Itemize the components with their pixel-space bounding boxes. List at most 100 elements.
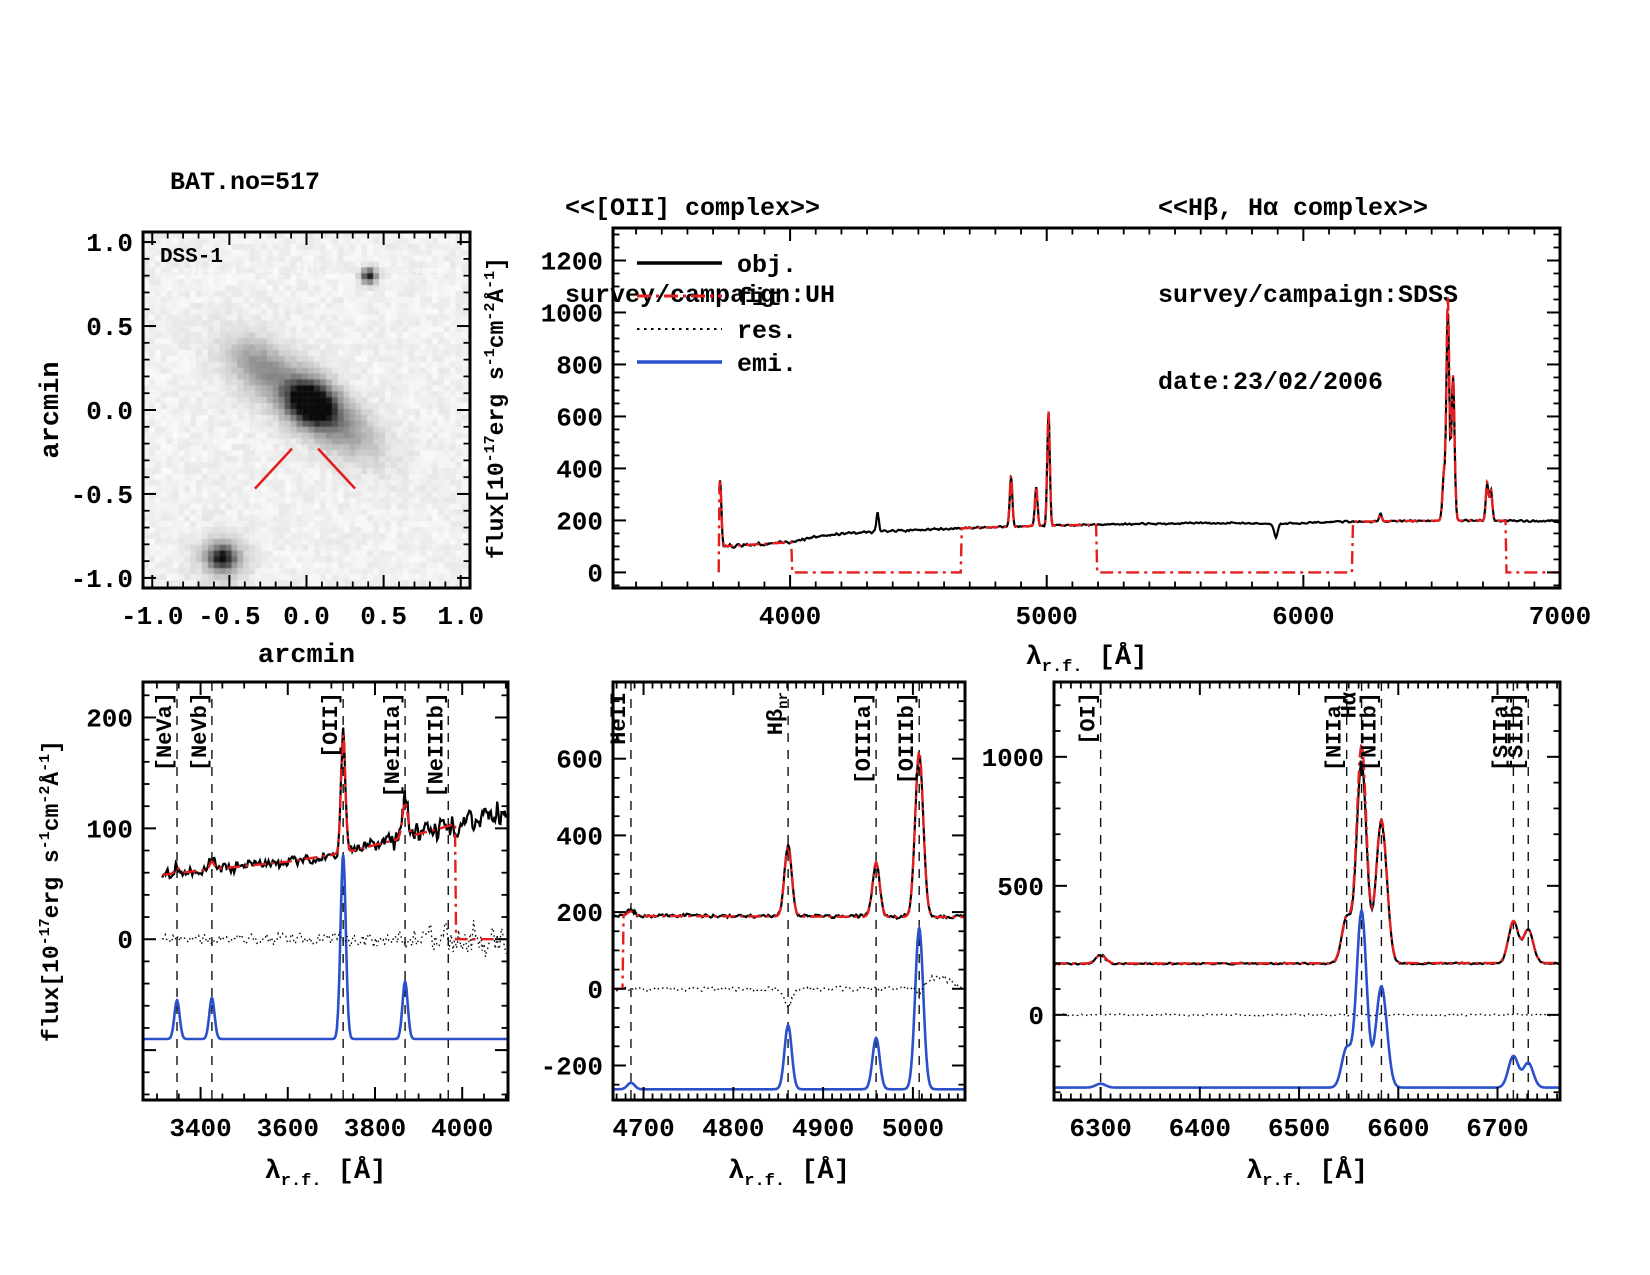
y-tick-label: 0 — [587, 559, 603, 589]
hbeta-complex-frame — [611, 680, 967, 1102]
tspan: [NeVb] — [188, 692, 213, 771]
x-tick-label: 6600 — [1367, 1114, 1429, 1144]
hbeta-complex-ticks: 4700 4800 4900 5000 -200 0 200 400 600 — [541, 681, 965, 1144]
dss-survey-tag: DSS-1 — [160, 246, 223, 269]
y-tick-label: 400 — [556, 822, 603, 852]
line-id-label-[SIIb]: [SIIb] — [1504, 692, 1529, 771]
x-tick-label: 4000 — [759, 602, 821, 632]
tspan: [SIIb] — [1504, 692, 1529, 771]
x-tick-label: 4700 — [612, 1114, 674, 1144]
tspan: cm — [39, 804, 65, 832]
x-tick-label: 6000 — [1272, 602, 1334, 632]
res-curve — [161, 920, 507, 958]
x-tick-label: 0.5 — [360, 602, 407, 632]
y-tick-label: 0 — [1028, 1002, 1044, 1032]
tspan: [Å] — [1083, 641, 1148, 673]
x-tick-label: 0.0 — [283, 602, 330, 632]
legend-label-emi.: emi. — [737, 350, 797, 379]
line-id-label-[SIIa]: [SIIa] — [1489, 692, 1514, 771]
tspan: -2 — [37, 786, 54, 804]
legend-label-fit: fit — [737, 284, 782, 313]
y-tick-label: 200 — [556, 899, 603, 929]
tspan: -1 — [482, 348, 499, 366]
y-tick-label: 800 — [556, 351, 603, 381]
y-tick-label: 0 — [587, 976, 603, 1006]
x-tick-label: -1.0 — [121, 602, 183, 632]
x-axis-label-lambda: λr.f. [Å] — [728, 1155, 850, 1191]
tspan: r.f. — [281, 1172, 322, 1191]
x-axis-label-arcmin: arcmin — [258, 641, 355, 671]
tspan: -2 — [482, 303, 499, 321]
tspan: Å — [38, 772, 65, 786]
y-axis-label-flux: flux[10-17erg s-1cm-2Å-1] — [482, 257, 510, 559]
full-spectrum-plot-area — [717, 296, 1560, 574]
tspan: Hβ — [764, 709, 789, 735]
x-axis-label-lambda: λr.f. [Å] — [265, 1155, 387, 1191]
tspan: [Å] — [1303, 1155, 1368, 1187]
hbeta-complex-plot-area — [613, 682, 965, 1100]
y-tick-label: 600 — [556, 746, 603, 776]
target-marker-1 — [317, 447, 357, 490]
tspan: -17 — [37, 918, 54, 945]
y-tick-label: 1000 — [541, 299, 603, 329]
tspan: [OIIIb] — [895, 692, 920, 784]
halpha-complex-ticks: 6300 6400 6500 6600 6700 0 500 1000 — [982, 682, 1560, 1144]
line-id-label-[NeVb]: [NeVb] — [188, 692, 213, 771]
tspan: λ — [265, 1157, 281, 1187]
res-curve — [1054, 1012, 1560, 1017]
legend-label-obj.: obj. — [737, 251, 797, 280]
tspan: flux[10 — [484, 462, 510, 559]
oii-complex-header: <<[OII] complex>> survey/campaign:UH — [565, 136, 835, 368]
x-tick-label: 4000 — [431, 1114, 493, 1144]
halpha-complex-frame — [1052, 680, 1562, 1102]
tspan: nr — [776, 692, 792, 709]
tspan: λ — [1246, 1157, 1262, 1187]
y-tick-label: -0.5 — [71, 481, 133, 511]
obj-curve — [718, 313, 1560, 549]
y-tick-label: 100 — [86, 815, 133, 845]
y-tick-label: 0.5 — [86, 313, 133, 343]
tspan: [NeIIIb] — [424, 692, 449, 798]
oii-complex-frame — [141, 680, 510, 1102]
tspan: -1 — [37, 831, 54, 849]
x-tick-label: 5000 — [882, 1114, 944, 1144]
y-tick-label: 400 — [556, 455, 603, 485]
x-tick-label: 1.0 — [437, 602, 484, 632]
x-tick-label: 3600 — [257, 1114, 319, 1144]
fit-curve — [162, 734, 508, 941]
x-tick-label: 6400 — [1169, 1114, 1231, 1144]
fit-curve — [1054, 741, 1560, 965]
tspan: [NeVa] — [153, 692, 178, 771]
y-tick-label: 1000 — [982, 744, 1044, 774]
full-spectrum-ticks: 4000 5000 6000 7000 0 200 400 600 800 1000 1200 — [541, 228, 1591, 632]
x-tick-label: 7000 — [1529, 602, 1591, 632]
x-tick-label: 6500 — [1268, 1114, 1330, 1144]
emi-curve — [613, 924, 965, 1091]
hbha-header-date: date:23/02/2006 — [1158, 368, 1384, 397]
x-tick-label: 3400 — [169, 1114, 231, 1144]
x-tick-label: 4800 — [702, 1114, 764, 1144]
tspan: r.f. — [744, 1172, 785, 1191]
tspan: r.f. — [1042, 658, 1083, 677]
fit-curve — [614, 749, 965, 990]
tspan: r.f. — [1262, 1172, 1303, 1191]
emi-curve — [1054, 908, 1560, 1089]
line-id-label-[OIIIa]: [OIIIa] — [852, 692, 877, 784]
tspan: erg s — [39, 849, 65, 918]
res-curve — [613, 973, 965, 1010]
x-tick-label: -0.5 — [198, 602, 260, 632]
tspan: λ — [1026, 643, 1042, 673]
tspan: Å — [483, 289, 510, 303]
line-id-label-[NeIIIa]: [NeIIIa] — [381, 692, 406, 798]
hbha-header-survey: survey/campaign:SDSS — [1158, 281, 1459, 310]
target-marker-0 — [254, 447, 293, 490]
halpha-complex-plot-area — [1054, 682, 1560, 1100]
obj-curve — [161, 727, 507, 880]
line-id-label-[OII]: [OII] — [319, 692, 344, 758]
x-tick-label: 6700 — [1466, 1114, 1528, 1144]
y-tick-label: 500 — [997, 873, 1044, 903]
x-tick-label: 4900 — [792, 1114, 854, 1144]
hbha-header-title: <<Hβ, Hα complex>> — [1158, 194, 1429, 223]
